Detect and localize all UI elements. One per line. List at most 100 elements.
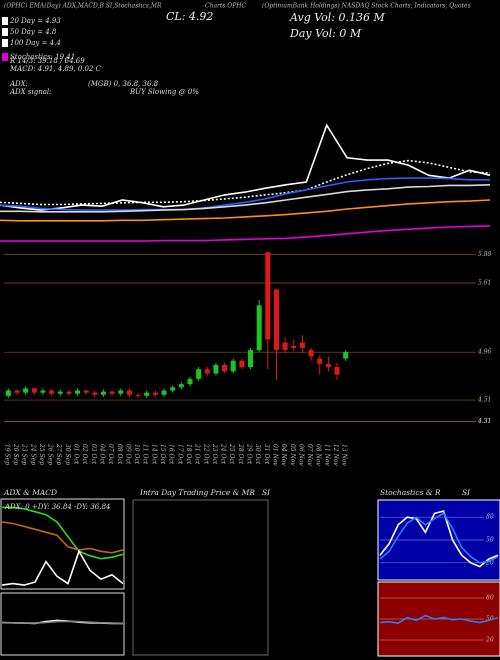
y-tick-label: 20 — [485, 559, 494, 566]
header-charts: Charts OPHC — [205, 3, 246, 10]
x-tick-label: 05 Nov — [289, 444, 296, 466]
indicator: R 14/3: 39.18 / 64.69 — [9, 57, 85, 65]
series-line — [0, 159, 491, 206]
series-line — [379, 512, 499, 564]
series-line — [0, 225, 491, 242]
x-tick-label: 01 Oct — [73, 444, 80, 465]
candle-body — [66, 391, 72, 394]
candle-body — [83, 390, 89, 393]
candle-body — [92, 392, 98, 395]
x-tick-label: 24 Oct — [220, 443, 227, 465]
series-line — [0, 123, 491, 211]
legend-swatch — [2, 17, 8, 25]
adx-signal-label: ADX signal: — [9, 88, 51, 96]
candle-body — [161, 390, 167, 395]
candle-body — [57, 391, 63, 394]
panel-title: SI — [262, 488, 271, 497]
candle-body — [23, 388, 29, 393]
header-line: (OPHC) EMA(Day) ADX,MACD,B SI,Stochastic… — [4, 3, 162, 10]
x-tick-label: 23 Oct — [211, 443, 218, 465]
series-line — [379, 510, 499, 568]
x-tick-label: 09 Oct — [124, 444, 131, 465]
x-tick-label: 12 Nov — [332, 444, 339, 466]
x-tick-label: 26 Sep — [47, 443, 54, 465]
x-tick-label: 03 Oct — [90, 444, 97, 465]
x-tick-label: 19 Sep — [3, 444, 10, 465]
x-tick-label: 20 Sep — [12, 443, 19, 465]
y-tick-label: 80 — [486, 514, 494, 521]
candle-body — [126, 390, 132, 395]
close-price: CL: 4.92 — [166, 10, 213, 23]
candle-body — [170, 387, 176, 391]
candle-body — [299, 342, 305, 348]
candle-body — [109, 391, 115, 394]
panel-title: Intra Day Trading Price & MR — [139, 488, 255, 497]
adx-value: (MGB) 0, 36.8, 36.8 — [88, 80, 159, 88]
x-tick-label: 16 Oct — [168, 444, 175, 465]
x-tick-label: 07 Nov — [306, 444, 313, 466]
x-tick-label: 22 Oct — [202, 443, 209, 465]
candle-body — [317, 358, 323, 364]
series-line — [0, 199, 491, 222]
y-tick-label: 4.96 — [477, 349, 492, 356]
legend-swatch — [2, 28, 8, 36]
y-tick-label: 5.61 — [478, 279, 491, 286]
adx-values: ADX: 0 +DY: 36.84 -DY: 36.84 — [4, 503, 110, 511]
panel-border — [0, 592, 125, 656]
x-tick-label: 30 Sep — [64, 444, 71, 465]
candle-body — [325, 363, 331, 368]
candle-body — [213, 364, 219, 374]
header-company: (OptimumBank Holdings) NASDAQ Stock Char… — [262, 3, 471, 10]
legend-swatch — [2, 53, 8, 61]
panel-title: ADX & MACD — [3, 488, 57, 497]
legend-label: 50 Day = 4.8 — [10, 28, 57, 36]
day-volume: Day Vol: 0 M — [289, 27, 362, 40]
candle-body — [273, 289, 279, 351]
x-tick-label: 21 Oct — [194, 443, 201, 465]
series-line — [1, 521, 124, 554]
legend-label: 100 Day = 4.4 — [10, 39, 61, 47]
x-tick-label: 08 Nov — [315, 444, 322, 466]
candle-body — [256, 305, 262, 351]
x-tick-label: 04 Nov — [280, 444, 287, 466]
intraday-panel — [132, 499, 269, 656]
candle-body — [282, 342, 288, 351]
indicator: MACD: 4.91, 4.89, 0.02 C — [9, 65, 102, 73]
candle-body — [222, 364, 228, 372]
candle-body — [334, 367, 340, 375]
x-tick-label: 17 Oct — [176, 444, 183, 465]
candle-body — [49, 390, 55, 394]
candle-body — [230, 360, 236, 372]
legend-label: Stochastics: 19.41 — [10, 53, 75, 61]
x-tick-label: 13 Nov — [341, 444, 348, 466]
x-tick-label: 27 Sep — [55, 443, 62, 465]
candle-body — [265, 252, 271, 340]
legend-swatch — [2, 39, 8, 47]
candle-body — [204, 369, 210, 374]
candle-body — [31, 388, 37, 393]
x-tick-label: 18 Oct — [185, 444, 192, 465]
y-tick-label: 4.31 — [477, 418, 491, 425]
y-tick-label: 80 — [486, 595, 494, 602]
x-tick-label: 07 Oct — [107, 444, 114, 465]
candle-body — [196, 369, 202, 379]
y-tick-label: 4.31 — [477, 418, 491, 425]
series-line — [0, 177, 490, 211]
x-tick-label: 25 Sep — [38, 443, 45, 465]
series-line — [1, 549, 124, 586]
candle-body — [144, 392, 150, 396]
x-tick-label: 28 Oct — [237, 443, 244, 465]
x-tick-label: 14 Oct — [150, 444, 157, 465]
candle-body — [239, 360, 245, 368]
series-line — [379, 614, 499, 625]
candle-body — [343, 352, 349, 359]
x-tick-label: 30 Oct — [254, 444, 261, 465]
x-tick-label: 29 Oct — [246, 443, 253, 465]
y-tick-label: 50 — [486, 616, 494, 623]
candle-body — [308, 350, 314, 357]
x-tick-label: 02 Oct — [81, 444, 88, 465]
candle-body — [248, 350, 254, 368]
panel-title: Stochastics & R — [380, 488, 441, 497]
